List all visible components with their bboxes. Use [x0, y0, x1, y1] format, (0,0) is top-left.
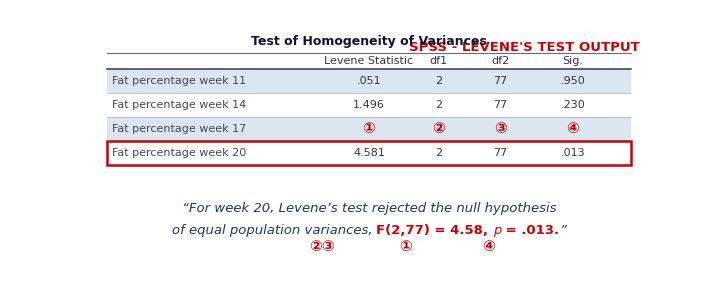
Text: of equal population variances,: of equal population variances, [171, 224, 377, 237]
Text: 77: 77 [493, 100, 508, 110]
Text: SPSS - LEVENE'S TEST OUTPUT: SPSS - LEVENE'S TEST OUTPUT [409, 41, 639, 54]
Text: = .013.: = .013. [501, 224, 559, 237]
Text: 2: 2 [435, 76, 442, 86]
Text: p: p [493, 224, 501, 237]
Text: 1.496: 1.496 [353, 100, 385, 110]
Text: ①: ① [363, 121, 375, 136]
Text: F(2,77) = 4.58,: F(2,77) = 4.58, [377, 224, 493, 237]
Text: .950: .950 [560, 76, 585, 86]
Text: Fat percentage week 11: Fat percentage week 11 [112, 76, 246, 86]
Text: Test of Homogeneity of Variances: Test of Homogeneity of Variances [251, 35, 487, 48]
Text: 77: 77 [493, 76, 508, 86]
Text: 4.581: 4.581 [353, 148, 385, 158]
Text: Fat percentage week 20: Fat percentage week 20 [112, 148, 246, 158]
Text: df2: df2 [491, 56, 509, 66]
Text: “For week 20, Levene’s test rejected the null hypothesis: “For week 20, Levene’s test rejected the… [181, 202, 557, 215]
Text: ①: ① [399, 239, 412, 254]
Text: ②③: ②③ [309, 239, 335, 254]
Text: ④: ④ [482, 239, 495, 254]
Text: Sig.: Sig. [562, 56, 583, 66]
Text: .051: .051 [356, 76, 382, 86]
Text: Levene Statistic: Levene Statistic [325, 56, 413, 66]
FancyBboxPatch shape [107, 117, 631, 141]
Text: 2: 2 [435, 148, 442, 158]
Text: df1: df1 [430, 56, 448, 66]
Text: ②: ② [432, 121, 445, 136]
Text: .230: .230 [560, 100, 585, 110]
Text: ”: ” [559, 224, 567, 237]
Text: ④: ④ [566, 121, 579, 136]
Text: ③: ③ [494, 121, 507, 136]
Text: 2: 2 [435, 100, 442, 110]
Text: .013: .013 [560, 148, 585, 158]
Text: Fat percentage week 17: Fat percentage week 17 [112, 124, 246, 134]
Text: Fat percentage week 14: Fat percentage week 14 [112, 100, 246, 110]
Text: 77: 77 [493, 148, 508, 158]
FancyBboxPatch shape [107, 69, 631, 93]
